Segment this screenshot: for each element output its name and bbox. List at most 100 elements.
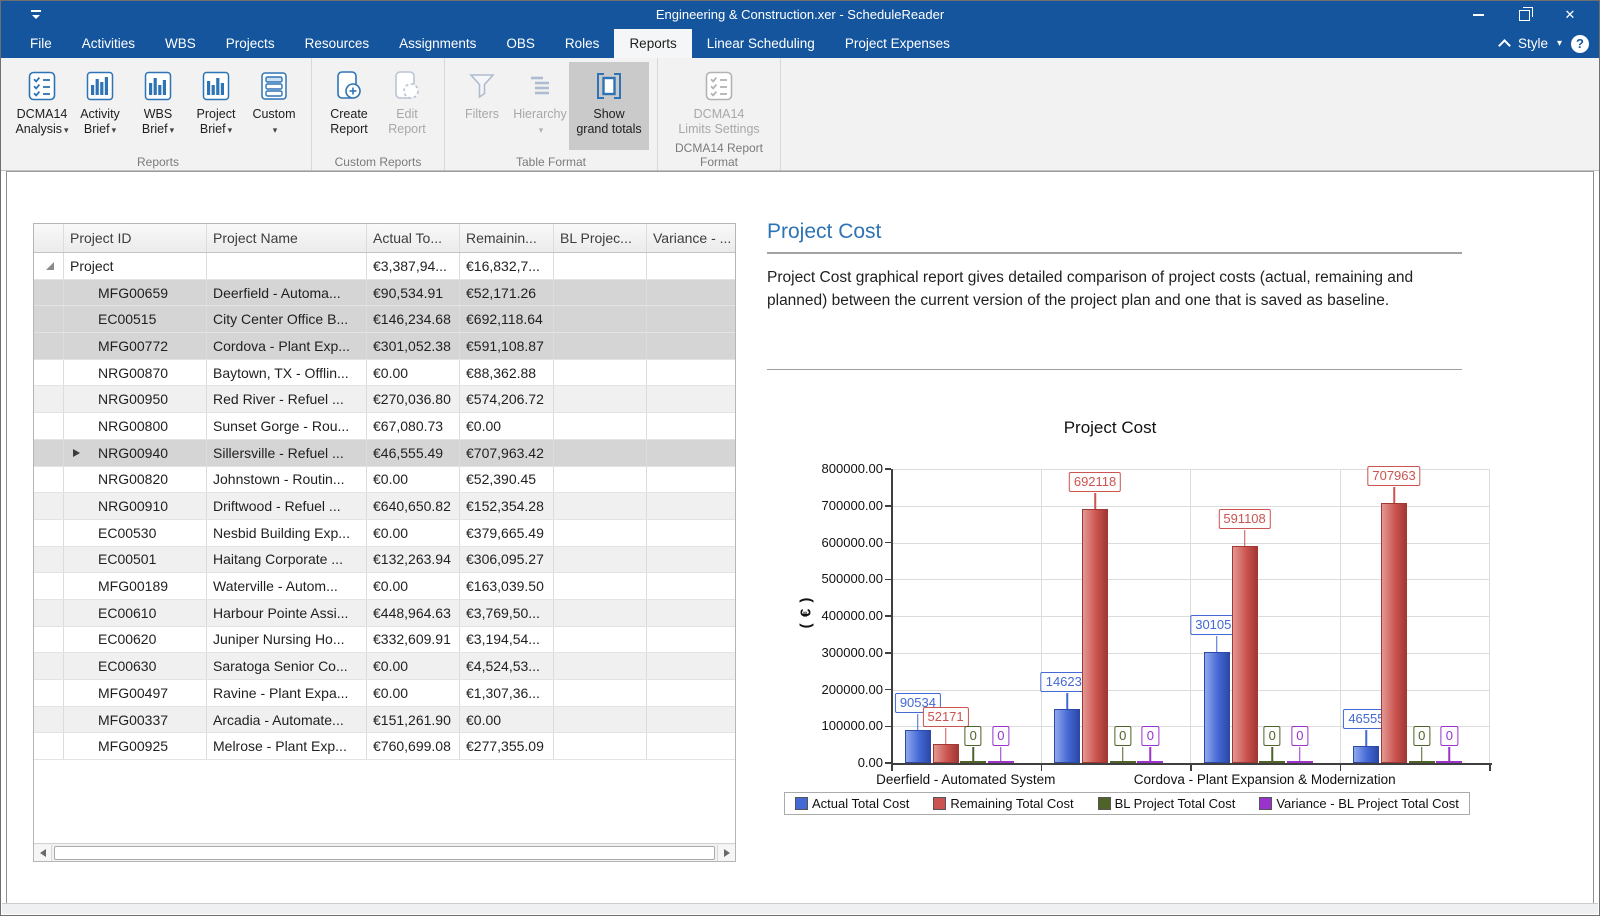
cell-remaining-total-cost[interactable]: €163,039.50: [460, 573, 554, 599]
cell-bl-project-total-cost[interactable]: [554, 466, 647, 493]
table-row[interactable]: EC00501 Haitang Corporate ... €132,263.94 €…: [34, 546, 735, 574]
table-row[interactable]: NRG00800 Sunset Gorge - Rou... €67,080.73 €…: [34, 413, 735, 440]
cell-bl-project-total-cost[interactable]: [554, 333, 647, 359]
cell-project-name[interactable]: Baytown, TX - Offlin...: [207, 359, 367, 386]
cell-bl-project-total-cost[interactable]: [554, 733, 647, 760]
cell-actual-total-cost[interactable]: €146,234.68: [367, 306, 460, 333]
cell-project-name[interactable]: Ravine - Plant Expa...: [207, 680, 367, 706]
dcma14-analysis-button[interactable]: DCMA14 Analysis ▾: [13, 62, 71, 150]
cell-project-name[interactable]: City Center Office B...: [207, 306, 367, 333]
cell-remaining-total-cost[interactable]: €3,194,54...: [460, 626, 554, 653]
table-row[interactable]: NRG00870 Baytown, TX - Offlin... €0.00 €88,…: [34, 359, 735, 387]
cell-variance[interactable]: [647, 653, 735, 679]
table-row[interactable]: NRG00820 Johnstown - Routin... €0.00 €52,39…: [34, 466, 735, 494]
cell-bl-project-total-cost[interactable]: [554, 306, 647, 333]
cell-actual-total-cost[interactable]: €132,263.94: [367, 546, 460, 573]
cell-project-id[interactable]: EC00530: [64, 519, 207, 546]
cell-project-id[interactable]: MFG00659: [64, 279, 207, 306]
cell-project-name[interactable]: Saratoga Senior Co...: [207, 653, 367, 679]
cell-bl-project-total-cost[interactable]: [554, 359, 647, 386]
cell-remaining-total-cost[interactable]: €4,524,53...: [460, 653, 554, 679]
activity-brief-button[interactable]: Activity Brief ▾: [71, 62, 129, 150]
cell-variance[interactable]: [647, 707, 735, 733]
cell-variance[interactable]: [647, 306, 735, 332]
cell-project-name[interactable]: Red River - Refuel ...: [207, 386, 367, 413]
column-header[interactable]: Project ID: [64, 224, 207, 252]
cell-actual-total-cost[interactable]: €0.00: [367, 519, 460, 546]
cell-project-id[interactable]: EC00630: [64, 653, 207, 679]
cell-remaining-total-cost[interactable]: €379,665.49: [460, 519, 554, 546]
cell-actual-total-cost[interactable]: €0.00: [367, 359, 460, 386]
cell-remaining-total-cost[interactable]: €692,118.64: [460, 306, 554, 333]
cell-variance[interactable]: [647, 280, 735, 306]
cell-bl-project-total-cost[interactable]: [554, 680, 647, 706]
cell-project-name[interactable]: Deerfield - Automa...: [207, 279, 367, 306]
cell-bl-project-total-cost[interactable]: [554, 653, 647, 679]
cell-actual-total-cost[interactable]: €270,036.80: [367, 386, 460, 413]
cell-bl-project-total-cost[interactable]: [554, 706, 647, 733]
cell-actual-total-cost[interactable]: €0.00: [367, 573, 460, 599]
table-row[interactable]: NRG00910 Driftwood - Refuel ... €640,650.8…: [34, 493, 735, 520]
scroll-right-button[interactable]: [717, 844, 735, 861]
table-row[interactable]: MFG00337 Arcadia - Automate... €151,261.90…: [34, 706, 735, 734]
cell-remaining-total-cost[interactable]: €591,108.87: [460, 333, 554, 359]
table-row[interactable]: MFG00189 Waterville - Autom... €0.00 €163,0…: [34, 573, 735, 600]
cell-remaining-total-cost[interactable]: €574,206.72: [460, 386, 554, 413]
cell-bl-project-total-cost[interactable]: [554, 626, 647, 653]
scroll-left-button[interactable]: [34, 844, 52, 861]
cell-actual-total-cost[interactable]: €67,080.73: [367, 413, 460, 439]
cell-bl-project-total-cost[interactable]: [554, 519, 647, 546]
cell-project-name[interactable]: Sunset Gorge - Rou...: [207, 413, 367, 439]
cell-project-name[interactable]: Nesbid Building Exp...: [207, 519, 367, 546]
column-header[interactable]: Variance - ...: [653, 230, 732, 246]
cell-variance[interactable]: [647, 360, 735, 386]
cell-variance[interactable]: [647, 413, 735, 439]
table-row[interactable]: MFG00659 Deerfield - Automa... €90,534.91 €…: [34, 279, 735, 307]
cell-bl-project-total-cost[interactable]: [554, 573, 647, 599]
tab-roles[interactable]: Roles: [564, 36, 600, 51]
cell-actual-total-cost[interactable]: €0.00: [367, 680, 460, 706]
cell-variance[interactable]: [647, 600, 735, 626]
cell-project-name[interactable]: Cordova - Plant Exp...: [207, 333, 367, 359]
cell-project-id[interactable]: NRG00870: [64, 359, 207, 386]
cell-actual-total-cost[interactable]: €151,261.90: [367, 706, 460, 733]
cell-project-name[interactable]: Juniper Nursing Ho...: [207, 626, 367, 653]
cell-project-name[interactable]: Sillersville - Refuel ...: [207, 439, 367, 466]
table-row[interactable]: MFG00925 Melrose - Plant Exp... €760,699.0…: [34, 733, 735, 761]
cell-bl-project-total-cost[interactable]: [554, 413, 647, 439]
minimize-button[interactable]: [1455, 1, 1501, 29]
table-row[interactable]: EC00530 Nesbid Building Exp... €0.00 €379,6…: [34, 519, 735, 547]
cell-variance[interactable]: [647, 680, 735, 706]
expander-icon[interactable]: [46, 261, 54, 270]
tab-linear-scheduling[interactable]: Linear Scheduling: [706, 36, 815, 51]
cell-project-id[interactable]: EC00515: [64, 306, 207, 333]
tab-file[interactable]: File: [30, 36, 52, 51]
tab-wbs[interactable]: WBS: [165, 36, 196, 51]
cell-variance[interactable]: [647, 627, 735, 653]
cell-remaining-total-cost[interactable]: €1,307,36...: [460, 680, 554, 706]
cell-actual-total-cost[interactable]: €301,052.38: [367, 333, 460, 359]
cell-variance[interactable]: [647, 253, 735, 279]
cell-actual-total-cost[interactable]: €0.00: [367, 653, 460, 679]
cell-project-id[interactable]: NRG00950: [64, 386, 207, 413]
cell-remaining-total-cost[interactable]: €16,832,7...: [460, 253, 554, 279]
tab-project-expenses[interactable]: Project Expenses: [844, 36, 950, 51]
cell-actual-total-cost[interactable]: €0.00: [367, 466, 460, 493]
table-row[interactable]: NRG00940 Sillersville - Refuel ... €46,555…: [34, 439, 735, 467]
cell-variance[interactable]: [647, 520, 735, 546]
cell-project-id[interactable]: EC00620: [64, 626, 207, 653]
cell-project-name[interactable]: Melrose - Plant Exp...: [207, 733, 367, 760]
cell-bl-project-total-cost[interactable]: [554, 439, 647, 466]
help-button[interactable]: ?: [1571, 34, 1589, 53]
cell-project-id[interactable]: MFG00772: [64, 333, 207, 359]
cell-remaining-total-cost[interactable]: €0.00: [460, 413, 554, 439]
column-header[interactable]: Project Name: [207, 224, 367, 252]
cell-remaining-total-cost[interactable]: €707,963.42: [460, 439, 554, 466]
cell-project-name[interactable]: Johnstown - Routin...: [207, 466, 367, 493]
cell-bl-project-total-cost[interactable]: [554, 546, 647, 573]
cell-actual-total-cost[interactable]: €640,650.82: [367, 493, 460, 519]
table-row[interactable]: EC00610 Harbour Pointe Assi... €448,964.63…: [34, 599, 735, 627]
cell-project-id[interactable]: NRG00910: [64, 493, 207, 519]
create-report-button[interactable]: Create Report: [320, 62, 378, 150]
cell-variance[interactable]: [647, 573, 735, 599]
